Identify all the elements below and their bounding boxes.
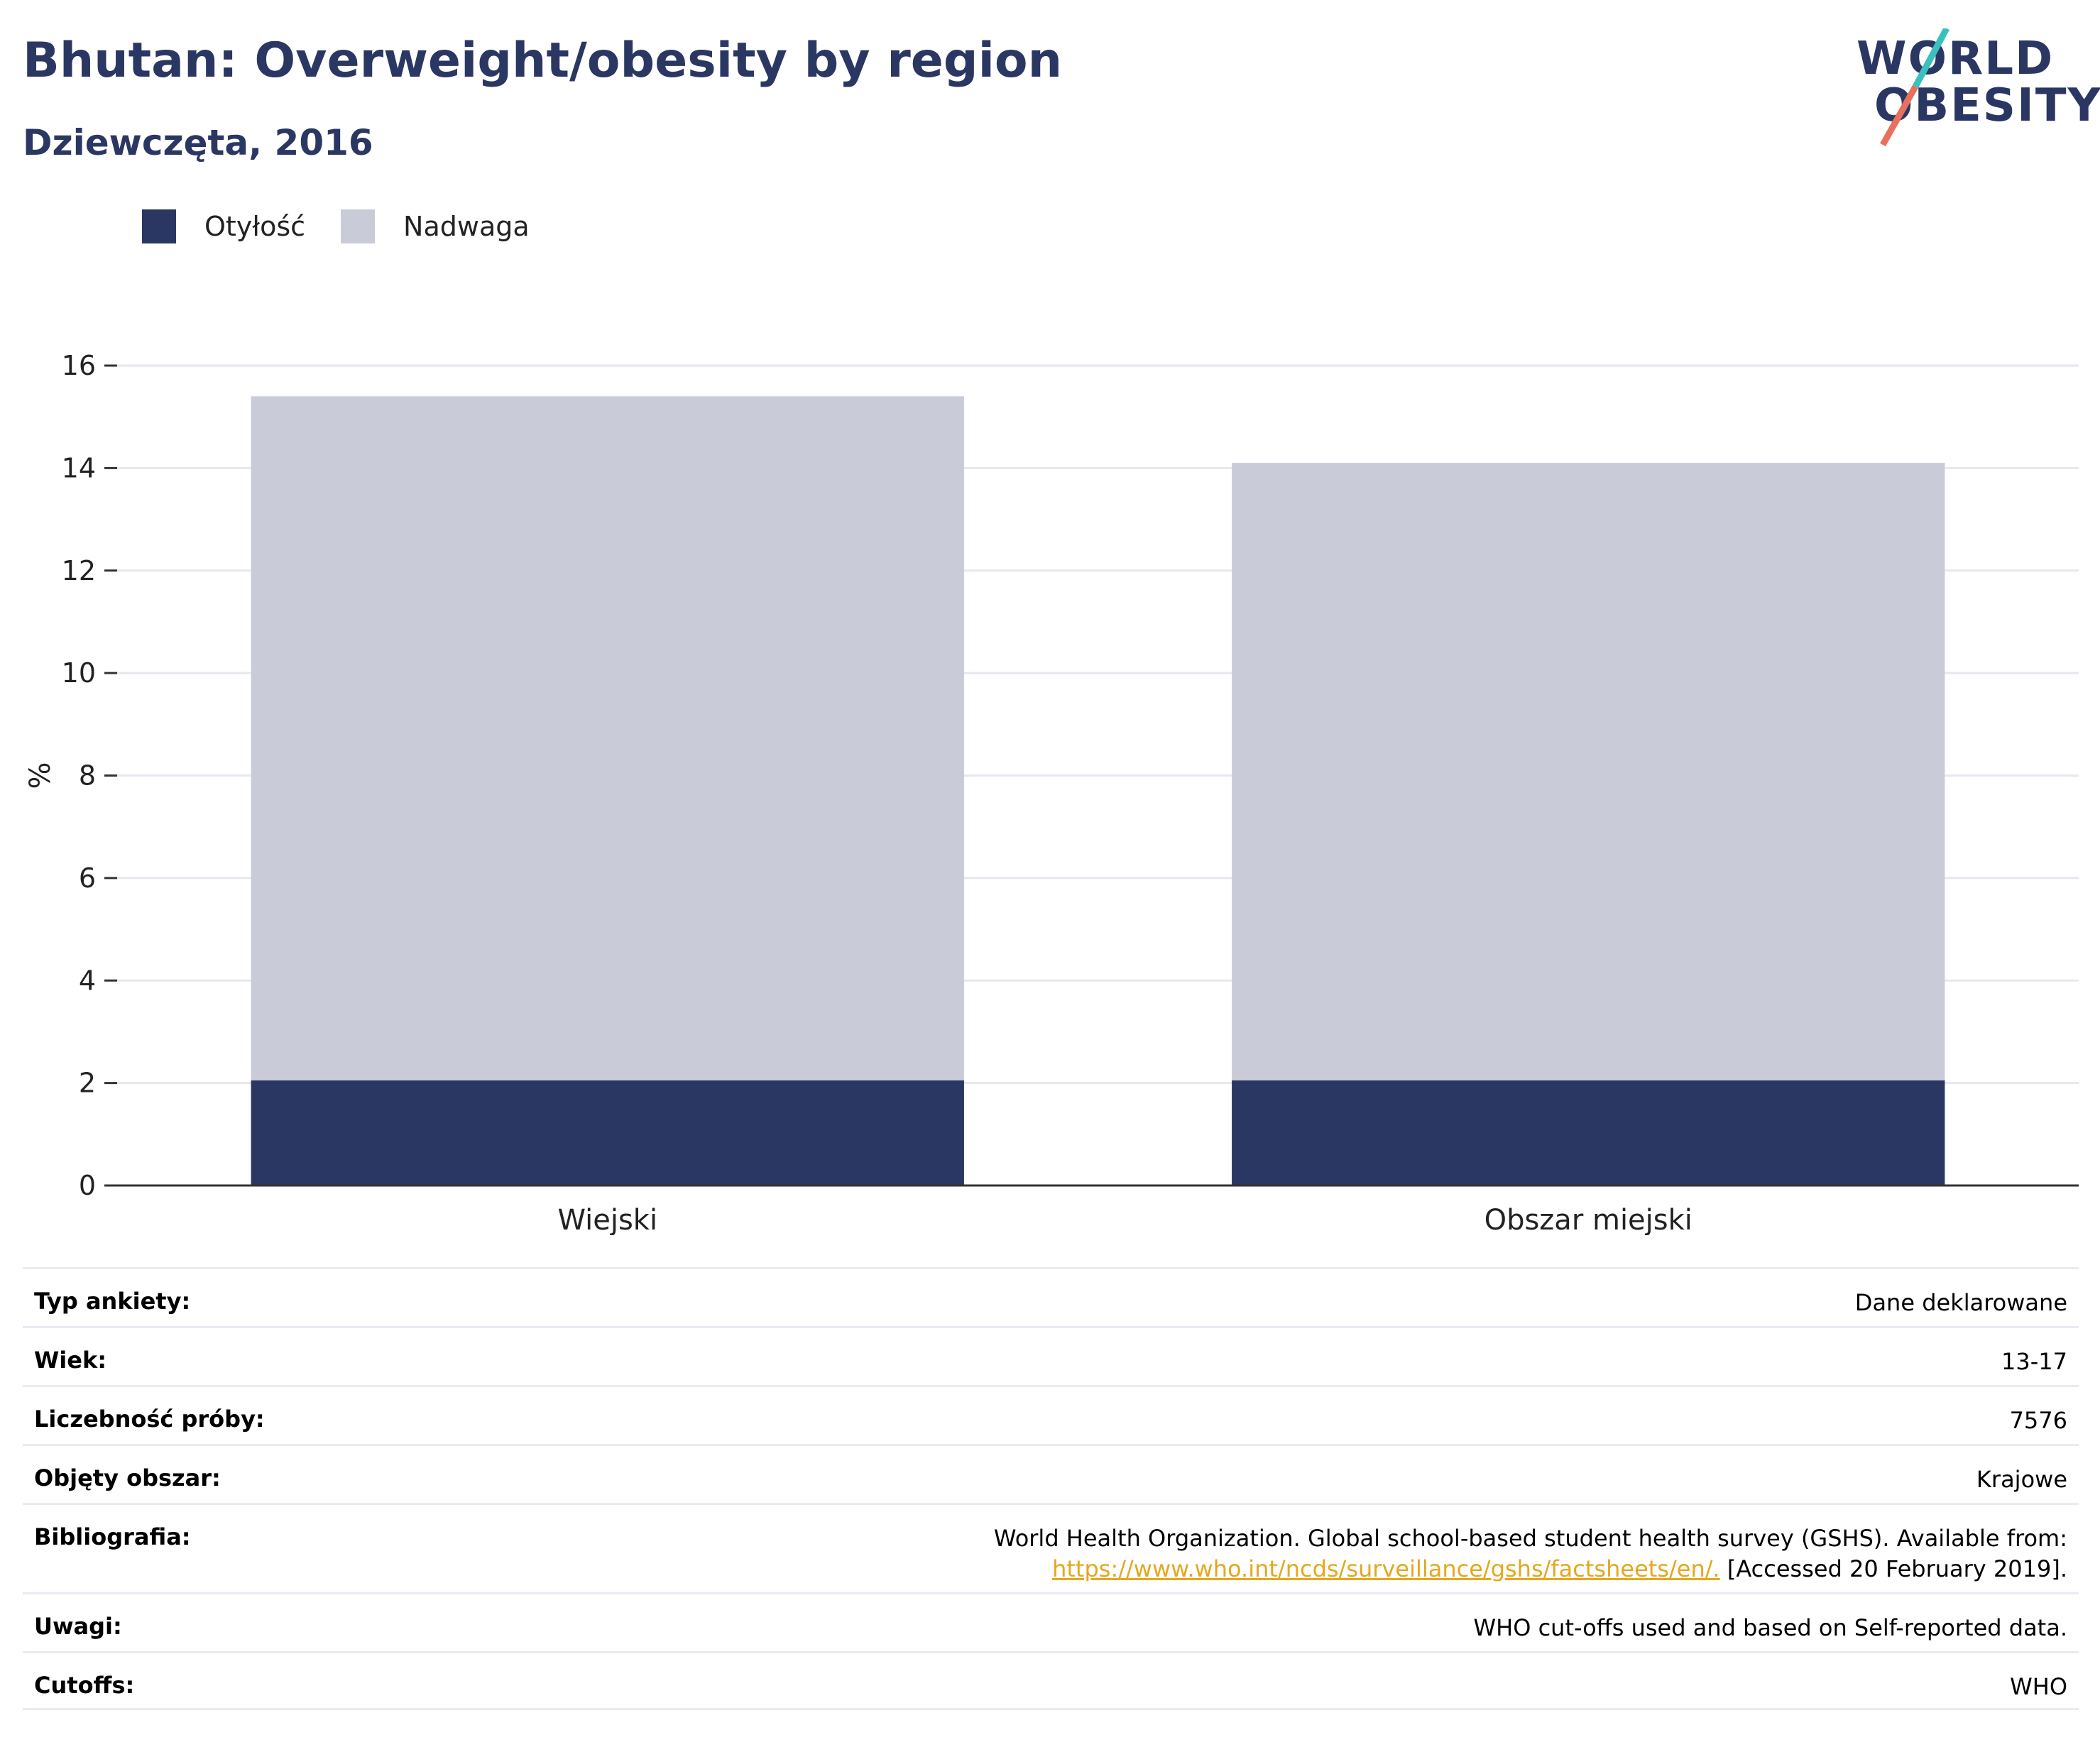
survey-info-table: Typ ankiety: Dane deklarowane Wiek: 13-1… <box>23 1267 2079 1710</box>
legend-swatch-obesity <box>142 209 176 243</box>
chart-title: Bhutan: Overweight/obesity by region <box>23 33 1063 89</box>
chart-legend: Otyłość Nadwaga <box>142 209 565 243</box>
x-tick-label: Obszar miejski <box>1484 1204 1692 1235</box>
info-row-coverage: Objęty obszar: Krajowe <box>23 1444 2079 1503</box>
world-obesity-logo: WORLD OBESITY <box>1846 28 2100 153</box>
bibliography-link[interactable]: https://www.who.int/ncds/surveillance/gs… <box>1052 1555 1720 1582</box>
y-tick-label: 14 <box>62 452 96 483</box>
legend-label-obesity: Otyłość <box>204 211 306 242</box>
info-value: WHO cut-offs used and based on Self-repo… <box>1473 1614 2068 1641</box>
bar-overweight <box>1232 463 1945 1081</box>
bar-obesity <box>251 1080 964 1185</box>
info-label: Typ ankiety: <box>34 1288 191 1315</box>
legend-swatch-overweight <box>341 209 376 243</box>
legend-label-overweight: Nadwaga <box>403 211 530 242</box>
legend-item-obesity: Otyłość <box>142 209 305 243</box>
info-label: Liczebność próby: <box>34 1406 265 1433</box>
legend-item-overweight: Nadwaga <box>341 209 530 243</box>
y-tick-label: 0 <box>79 1170 96 1201</box>
bar-overweight <box>251 396 964 1081</box>
y-tick-label: 4 <box>79 965 96 996</box>
info-label: Objęty obszar: <box>34 1464 221 1491</box>
info-value: 13-17 <box>2001 1348 2067 1375</box>
info-row-age: Wiek: 13-17 <box>23 1326 2079 1385</box>
logo-text-line1: WORLD <box>1856 33 2055 85</box>
y-tick-label: 10 <box>62 657 96 689</box>
y-tick-label: 16 <box>62 350 96 381</box>
info-value: Dane deklarowane <box>1854 1289 2067 1316</box>
info-row-sample-size: Liczebność próby: 7576 <box>23 1385 2079 1444</box>
info-row-survey-type: Typ ankiety: Dane deklarowane <box>23 1267 2079 1326</box>
y-tick-label: 12 <box>62 555 96 586</box>
info-label: Wiek: <box>34 1347 107 1374</box>
info-row-notes: Uwagi: WHO cut-offs used and based on Se… <box>23 1592 2079 1651</box>
info-label: Bibliografia: <box>34 1523 191 1550</box>
stacked-bar-chart: 0 2 4 6 8 10 12 14 16% Wiejski Obszar miejski <box>24 350 2079 1235</box>
info-row-cutoffs: Cutoffs: WHO <box>23 1651 2079 1710</box>
y-tick-label: 2 <box>79 1068 96 1099</box>
info-label: Cutoffs: <box>34 1672 135 1699</box>
bibliography-accessed: [Accessed 20 February 2019]. <box>1719 1555 2067 1582</box>
y-axis-label: % <box>24 762 57 789</box>
logo-slash-icon <box>1880 28 1949 147</box>
chart-subtitle: Dziewczęta, 2016 <box>23 122 373 163</box>
y-tick-label: 8 <box>79 760 96 792</box>
y-tick-label: 6 <box>79 862 96 894</box>
info-value: Krajowe <box>1976 1466 2067 1493</box>
info-value-bibliography: World Health Organization. Global school… <box>994 1523 2067 1584</box>
info-row-bibliography: Bibliografia: World Health Organization.… <box>23 1503 2079 1592</box>
info-value: WHO <box>2010 1673 2067 1700</box>
bar-obesity <box>1232 1080 1945 1185</box>
x-tick-label: Wiejski <box>557 1204 657 1235</box>
info-label: Uwagi: <box>34 1613 122 1640</box>
info-value: 7576 <box>2009 1407 2067 1434</box>
bibliography-text: World Health Organization. Global school… <box>993 1525 2067 1552</box>
